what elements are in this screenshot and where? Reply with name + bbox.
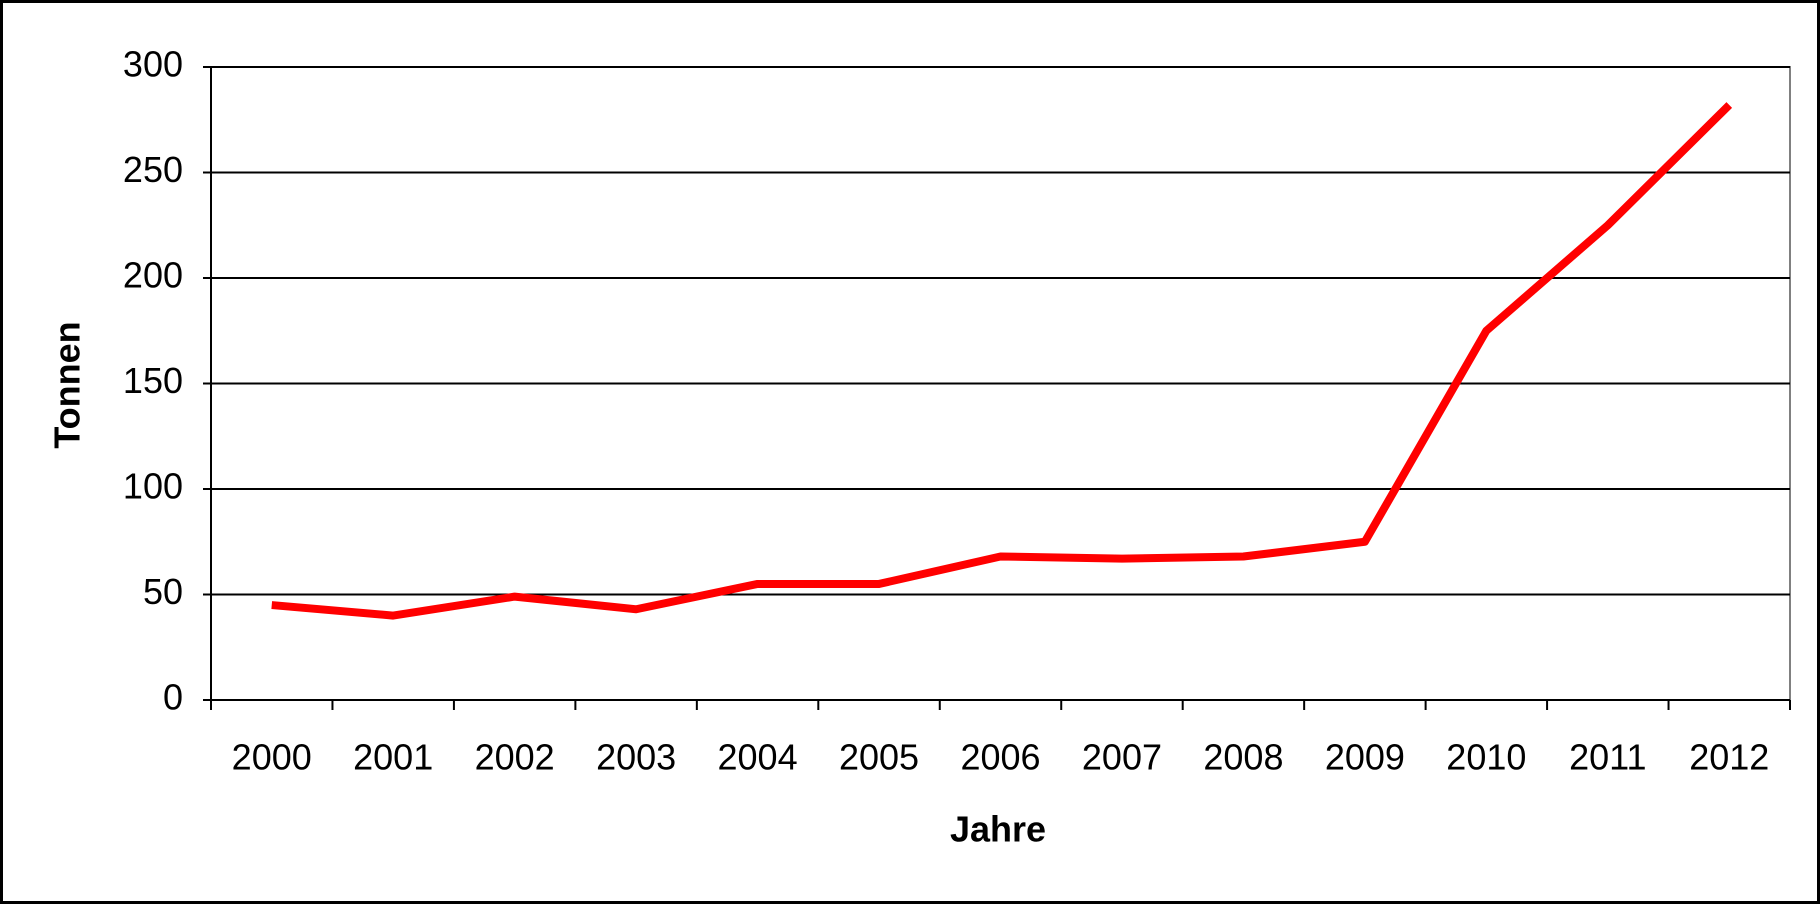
x-tick-label: 2007 [1082, 737, 1162, 778]
x-tick-label: 2000 [232, 737, 312, 778]
y-tick-label: 50 [143, 571, 183, 612]
x-tick-label: 2008 [1203, 737, 1283, 778]
x-tick-label: 2011 [1569, 737, 1646, 778]
y-tick-label: 150 [123, 360, 183, 401]
x-tick-label: 2001 [353, 737, 433, 778]
x-tick-label: 2010 [1446, 737, 1526, 778]
y-tick-label: 200 [123, 255, 183, 296]
x-tick-label: 2002 [475, 737, 555, 778]
y-axis-title: Tonnen [47, 321, 88, 448]
x-tick-label: 2006 [960, 737, 1040, 778]
y-tick-label: 300 [123, 44, 183, 85]
data-line [271, 102, 1733, 620]
x-tick-label: 2004 [718, 737, 798, 778]
x-tick-label: 2009 [1325, 737, 1405, 778]
y-tick-label: 0 [163, 677, 183, 718]
x-tick-label: 2005 [839, 737, 919, 778]
y-tick-label: 250 [123, 149, 183, 190]
y-tick-label: 100 [123, 466, 183, 507]
x-tick-label: 2003 [596, 737, 676, 778]
x-tick-label: 2012 [1689, 737, 1769, 778]
x-axis-title: Jahre [950, 809, 1046, 850]
